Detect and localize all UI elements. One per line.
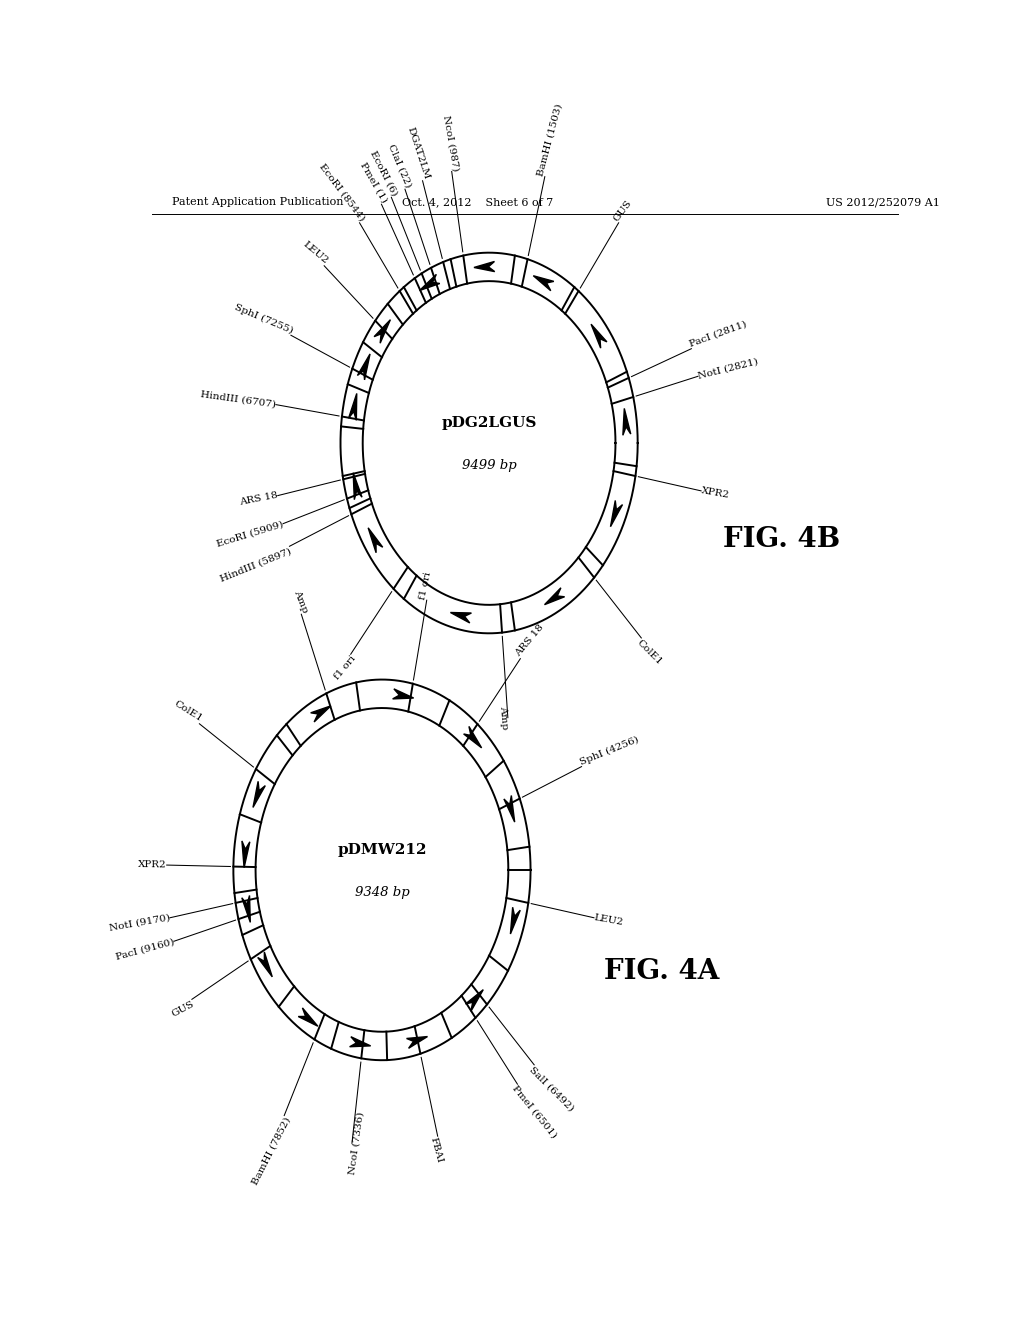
Polygon shape [504, 796, 515, 822]
Polygon shape [534, 276, 554, 290]
Text: LEU2: LEU2 [593, 913, 624, 928]
Polygon shape [466, 990, 483, 1011]
Text: HindIII (6707): HindIII (6707) [200, 389, 276, 409]
Text: Amp: Amp [498, 706, 509, 730]
Polygon shape [357, 354, 370, 380]
Text: Oct. 4, 2012    Sheet 6 of 7: Oct. 4, 2012 Sheet 6 of 7 [401, 197, 553, 207]
Text: US 2012/252079 A1: US 2012/252079 A1 [826, 197, 940, 207]
Text: Patent Application Publication: Patent Application Publication [172, 197, 343, 207]
Text: FIG. 4B: FIG. 4B [723, 527, 841, 553]
Text: ARS 18: ARS 18 [239, 491, 279, 507]
Text: PacI (9160): PacI (9160) [115, 937, 175, 961]
Text: NcoI (987): NcoI (987) [442, 114, 461, 172]
Polygon shape [392, 689, 414, 698]
Polygon shape [610, 500, 623, 527]
Polygon shape [464, 726, 481, 748]
Text: FBAI: FBAI [429, 1137, 444, 1164]
Text: ColE1: ColE1 [172, 700, 204, 723]
Text: PmeI (1): PmeI (1) [359, 161, 389, 205]
Polygon shape [623, 408, 631, 436]
Polygon shape [258, 952, 272, 977]
Polygon shape [242, 841, 250, 867]
Text: GUS: GUS [170, 999, 197, 1019]
Text: EcoRI (8544): EcoRI (8544) [317, 162, 367, 223]
Polygon shape [510, 907, 520, 935]
Text: HindIII (5897): HindIII (5897) [219, 546, 293, 583]
Polygon shape [353, 473, 362, 500]
Text: LEU2: LEU2 [301, 240, 330, 265]
Text: EcoRI (5909): EcoRI (5909) [216, 519, 285, 548]
Polygon shape [310, 706, 331, 722]
Text: NotI (2821): NotI (2821) [697, 356, 759, 380]
Polygon shape [369, 528, 383, 553]
Polygon shape [545, 587, 564, 605]
Text: PmeI (6501): PmeI (6501) [510, 1084, 558, 1140]
Text: GUS: GUS [611, 198, 633, 223]
Text: ARS 18: ARS 18 [513, 623, 546, 659]
Text: pDMW212: pDMW212 [337, 842, 427, 857]
Text: 9499 bp: 9499 bp [462, 459, 516, 471]
Polygon shape [451, 612, 471, 623]
Polygon shape [591, 325, 607, 348]
Text: NcoI (7336): NcoI (7336) [347, 1111, 366, 1176]
Text: f1 ori: f1 ori [333, 655, 357, 681]
Text: f1 ori: f1 ori [418, 570, 432, 601]
Text: BamHI (7852): BamHI (7852) [250, 1115, 292, 1187]
Text: SalI (6492): SalI (6492) [527, 1065, 575, 1113]
Polygon shape [253, 781, 265, 808]
Text: BamHI (1503): BamHI (1503) [537, 102, 564, 177]
Text: ColE1: ColE1 [635, 638, 664, 667]
Polygon shape [298, 1008, 317, 1026]
Text: ClaI (22): ClaI (22) [387, 143, 414, 189]
Polygon shape [242, 895, 250, 923]
Text: SphI (4256): SphI (4256) [579, 735, 640, 767]
Text: SphI (7255): SphI (7255) [233, 302, 295, 335]
Text: FIG. 4A: FIG. 4A [604, 958, 720, 985]
Polygon shape [420, 275, 440, 290]
Text: Amp: Amp [292, 589, 309, 614]
Text: DGAT2LM: DGAT2LM [406, 125, 431, 181]
Polygon shape [349, 1036, 371, 1047]
Text: XPR2: XPR2 [700, 487, 730, 500]
Polygon shape [374, 319, 390, 343]
Text: EcoRI (6): EcoRI (6) [369, 149, 399, 198]
Text: 9348 bp: 9348 bp [354, 886, 410, 899]
Text: pDG2LGUS: pDG2LGUS [441, 416, 537, 430]
Text: XPR2: XPR2 [138, 861, 167, 870]
Polygon shape [474, 261, 495, 272]
Polygon shape [348, 393, 356, 420]
Text: NotI (9170): NotI (9170) [109, 913, 171, 933]
Polygon shape [407, 1036, 427, 1048]
Text: PacI (2811): PacI (2811) [688, 319, 749, 348]
